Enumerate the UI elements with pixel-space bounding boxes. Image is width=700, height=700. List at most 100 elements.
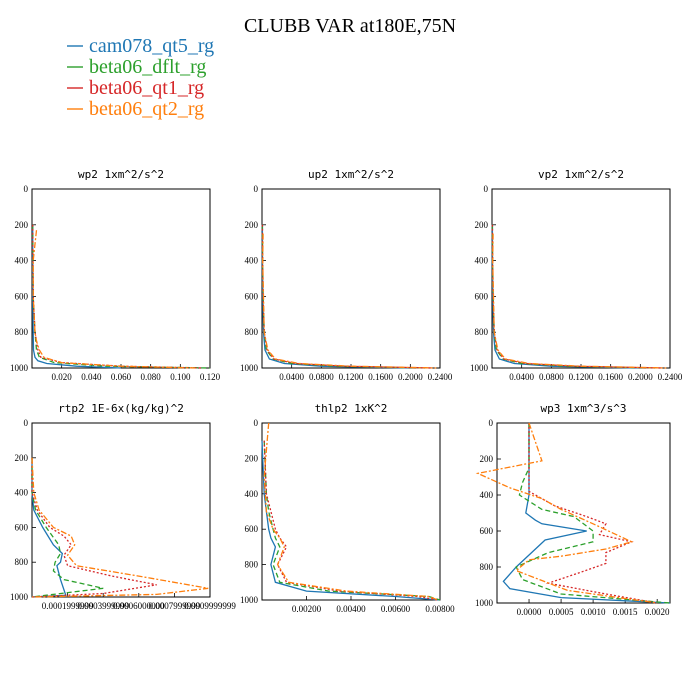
series-line <box>31 457 209 598</box>
x-tick-label: 0.0010 <box>581 607 606 617</box>
series-line <box>262 233 437 369</box>
series-line <box>491 224 641 369</box>
x-tick-label: 0.0006000000 <box>113 601 165 611</box>
series-line <box>492 233 667 369</box>
x-tick-label: 0.0015 <box>613 607 638 617</box>
panel: vp2 1xm^2/s^2 0 200 400 600 800 1000 0.0400 0.08… <box>470 168 683 382</box>
y-tick-label: 800 <box>245 327 259 337</box>
series-line <box>32 230 196 369</box>
series-line <box>31 457 67 598</box>
y-tick-label: 200 <box>245 453 259 463</box>
series-line <box>263 422 439 601</box>
x-tick-label: 0.040 <box>81 372 102 382</box>
y-tick-label: 600 <box>245 524 259 534</box>
legend: cam078_qt5_rgbeta06_dflt_rgbeta06_qt1_rg… <box>67 35 214 120</box>
y-tick-label: 1000 <box>10 363 29 373</box>
y-tick-label: 1000 <box>240 363 259 373</box>
y-tick-label: 200 <box>15 453 29 463</box>
series-line <box>261 224 433 369</box>
x-tick-label: 0.00600 <box>381 604 411 614</box>
y-tick-label: 1000 <box>475 598 494 608</box>
series-line <box>515 423 671 604</box>
x-tick-label: 0.0003999999 <box>77 601 129 611</box>
x-tick-label: 0.020 <box>52 372 73 382</box>
x-tick-label: 0.0009999999 <box>184 601 236 611</box>
series-line <box>32 224 203 369</box>
y-tick-label: 800 <box>480 562 494 572</box>
series-line <box>475 422 658 604</box>
y-tick-label: 0 <box>254 184 259 194</box>
y-tick-label: 600 <box>245 291 259 301</box>
x-tick-label: 0.0020 <box>645 607 670 617</box>
y-tick-label: 400 <box>15 256 29 266</box>
x-tick-label: 0.0800 <box>539 372 564 382</box>
x-tick-label: 0.1600 <box>598 372 623 382</box>
x-tick-label: 0.0400 <box>509 372 534 382</box>
x-tick-label: 0.0400 <box>279 372 304 382</box>
x-tick-label: 0.100 <box>170 372 191 382</box>
plot-frame <box>491 188 671 369</box>
y-tick-label: 1000 <box>470 363 489 373</box>
y-tick-label: 800 <box>15 557 29 567</box>
x-tick-label: 0.0000 <box>517 607 542 617</box>
plot-frame <box>31 422 211 598</box>
y-tick-label: 0 <box>24 184 29 194</box>
panels: wp2 1xm^2/s^2 0 200 400 600 800 1000 0.020 0.040… <box>10 168 683 617</box>
legend-entry: beta06_qt1_rg <box>89 77 204 99</box>
x-tick-label: 0.060 <box>111 372 132 382</box>
legend-entry: cam078_qt5_rg <box>89 35 214 57</box>
panel: wp2 1xm^2/s^2 0 200 400 600 800 1000 0.020 0.040… <box>10 168 221 382</box>
series-line <box>491 224 663 369</box>
x-tick-label: 0.00400 <box>336 604 366 614</box>
x-tick-label: 0.1600 <box>368 372 393 382</box>
y-tick-label: 400 <box>475 256 489 266</box>
series-line <box>528 423 658 604</box>
x-tick-label: 0.0800 <box>309 372 334 382</box>
panel-title: vp2 1xm^2/s^2 <box>538 168 624 181</box>
x-tick-label: 0.0005 <box>549 607 574 617</box>
y-tick-label: 0 <box>24 418 29 428</box>
series-line <box>32 224 211 369</box>
panel-title: wp2 1xm^2/s^2 <box>78 168 164 181</box>
y-tick-label: 400 <box>15 488 29 498</box>
series-line <box>32 224 122 369</box>
panel: rtp2 1E-6x(kg/kg)^2 0 200 400 600 800 1000 0.00… <box>10 402 236 611</box>
panel: wp3 1xm^3/s^3 0 200 400 600 800 1000 0.0000 0.00… <box>475 402 671 617</box>
panel: thlp2 1xK^2 0 200 400 600 800 1000 0.00200 0.004… <box>240 402 455 614</box>
y-tick-label: 0 <box>484 184 489 194</box>
x-tick-label: 0.1200 <box>569 372 594 382</box>
series-line <box>261 224 411 369</box>
series-line <box>491 224 656 369</box>
panel: up2 1xm^2/s^2 0 200 400 600 800 1000 0.0400 0.08… <box>240 168 453 382</box>
panel-title: thlp2 1xK^2 <box>315 402 388 415</box>
series-line <box>31 457 157 598</box>
plot-frame <box>261 188 441 369</box>
y-tick-label: 1000 <box>240 595 259 605</box>
x-tick-label: 0.2000 <box>398 372 423 382</box>
y-tick-label: 0 <box>489 418 494 428</box>
y-tick-label: 200 <box>480 454 494 464</box>
series-line <box>261 440 441 601</box>
panel-title: up2 1xm^2/s^2 <box>308 168 394 181</box>
x-tick-label: 0.0001999999 <box>42 601 94 611</box>
x-tick-label: 0.2400 <box>658 372 683 382</box>
x-tick-label: 0.2400 <box>428 372 453 382</box>
y-tick-label: 400 <box>245 489 259 499</box>
y-tick-label: 600 <box>15 291 29 301</box>
y-tick-label: 400 <box>480 490 494 500</box>
y-tick-label: 800 <box>15 327 29 337</box>
y-tick-label: 600 <box>475 291 489 301</box>
plot-frame <box>496 422 671 604</box>
y-tick-label: 800 <box>475 327 489 337</box>
y-tick-label: 1000 <box>10 592 29 602</box>
panel-title: wp3 1xm^3/s^3 <box>540 402 626 415</box>
y-tick-label: 600 <box>480 526 494 536</box>
plot-frame <box>261 422 441 601</box>
y-tick-label: 200 <box>15 220 29 230</box>
figure-title: CLUBB VAR at180E,75N <box>244 15 456 37</box>
x-tick-label: 0.00200 <box>292 604 322 614</box>
y-tick-label: 400 <box>245 256 259 266</box>
y-tick-label: 200 <box>475 220 489 230</box>
y-tick-label: 800 <box>245 560 259 570</box>
